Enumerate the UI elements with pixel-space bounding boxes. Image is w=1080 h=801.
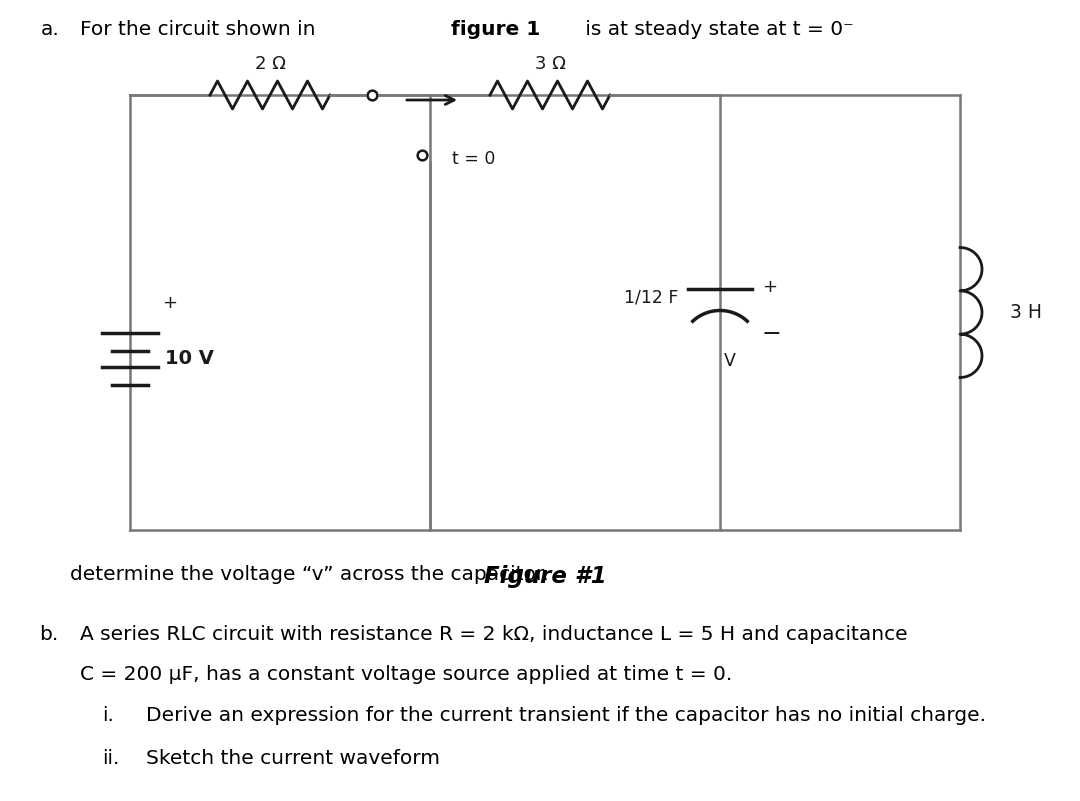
Text: 2 Ω: 2 Ω — [255, 55, 285, 73]
Text: +: + — [162, 293, 177, 312]
Text: 10 V: 10 V — [165, 349, 214, 368]
Text: figure 1: figure 1 — [451, 20, 541, 39]
Text: is at steady state at t = 0⁻: is at steady state at t = 0⁻ — [579, 20, 853, 39]
Text: −: − — [762, 323, 782, 347]
Text: Sketch the current waveform: Sketch the current waveform — [146, 749, 440, 768]
Text: A series RLC circuit with resistance R = 2 kΩ, inductance L = 5 H and capacitanc: A series RLC circuit with resistance R =… — [80, 625, 907, 644]
Text: Figure #1: Figure #1 — [484, 565, 606, 588]
Text: V: V — [724, 352, 735, 369]
Text: C = 200 μF, has a constant voltage source applied at time t = 0.: C = 200 μF, has a constant voltage sourc… — [80, 665, 732, 684]
Text: For the circuit shown in: For the circuit shown in — [80, 20, 322, 39]
Text: Derive an expression for the current transient if the capacitor has no initial c: Derive an expression for the current tra… — [146, 706, 986, 726]
Text: i.: i. — [103, 706, 114, 726]
Text: a.: a. — [41, 20, 59, 39]
Text: determine the voltage “v” across the capacitor.: determine the voltage “v” across the cap… — [70, 565, 549, 584]
Text: ii.: ii. — [103, 749, 120, 768]
Text: +: + — [762, 277, 777, 296]
Text: 3 H: 3 H — [1010, 303, 1042, 322]
Text: 3 Ω: 3 Ω — [535, 55, 566, 73]
Text: 1/12 F: 1/12 F — [623, 288, 678, 307]
Text: b.: b. — [39, 625, 58, 644]
Text: t = 0: t = 0 — [453, 150, 496, 168]
